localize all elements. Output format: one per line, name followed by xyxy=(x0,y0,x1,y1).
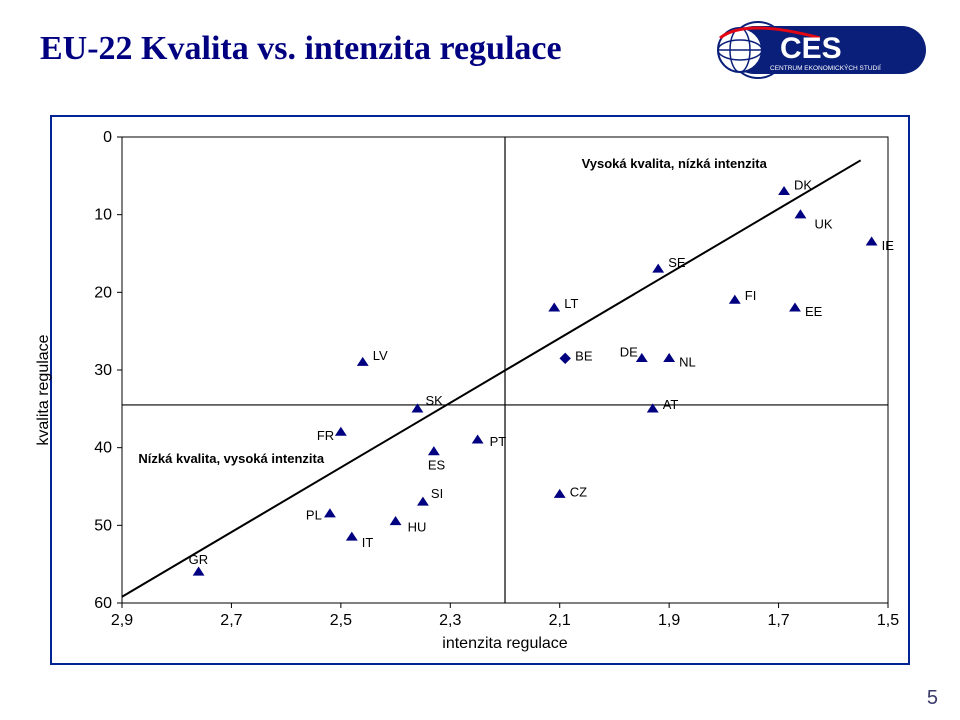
data-point xyxy=(336,428,346,436)
point-label: IT xyxy=(362,535,374,550)
point-label: ES xyxy=(428,458,446,473)
data-point xyxy=(429,447,439,455)
point-label: GR xyxy=(189,552,209,567)
x-axis-title: intenzita regulace xyxy=(442,635,568,652)
point-label: PL xyxy=(306,508,322,523)
logo-brand: CES xyxy=(780,32,842,65)
x-tick-label: 2,1 xyxy=(549,612,571,629)
data-point xyxy=(347,532,357,540)
point-label: SE xyxy=(668,255,686,270)
point-label: SI xyxy=(431,486,443,501)
scatter-chart: 0 10 20 30 40 50 602,9 2,7 2,5 2,3 2,1 1,9 1,7 1,5 int… xyxy=(52,117,908,663)
data-point xyxy=(358,358,368,366)
point-label: EE xyxy=(805,304,823,319)
x-tick-label: 1,7 xyxy=(767,612,789,629)
data-point xyxy=(473,435,483,443)
y-tick-label: 60 xyxy=(94,595,112,612)
page-title: EU-22 Kvalita vs. intenzita regulace xyxy=(40,30,562,68)
slide: EU-22 Kvalita vs. intenzita regulace CES… xyxy=(0,0,960,720)
x-tick-label: 2,3 xyxy=(439,612,461,629)
point-label: SK xyxy=(425,393,443,408)
data-point xyxy=(549,303,559,311)
point-label: LT xyxy=(564,296,578,311)
point-label: UK xyxy=(814,217,832,232)
y-tick-label: 10 xyxy=(94,207,112,224)
data-point xyxy=(418,498,428,506)
data-point xyxy=(795,210,805,218)
data-point xyxy=(194,567,204,575)
y-tick-label: 0 xyxy=(103,129,112,146)
x-tick-label: 2,7 xyxy=(220,612,242,629)
ces-logo: CES CENTRUM EKONOMICKÝCH STUDIÍ xyxy=(670,20,930,80)
trendline xyxy=(122,160,861,596)
x-tick-label: 1,5 xyxy=(877,612,899,629)
x-tick-label: 2,5 xyxy=(330,612,352,629)
data-point xyxy=(560,353,570,363)
point-label: DK xyxy=(794,177,812,192)
y-axis-title: kvalita regulace xyxy=(35,334,53,445)
point-label: AT xyxy=(663,397,679,412)
quadrant-label-bottom-left: Nízká kvalita, vysoká intenzita xyxy=(138,451,324,466)
quadrant-label-top-right: Vysoká kvalita, nízká intenzita xyxy=(582,156,768,171)
x-tick-label: 2,9 xyxy=(111,612,133,629)
y-tick-label: 50 xyxy=(94,517,112,534)
data-point xyxy=(325,509,335,517)
data-point xyxy=(867,237,877,245)
point-label: IE xyxy=(882,238,895,253)
x-tick-label: 1,9 xyxy=(658,612,680,629)
data-point xyxy=(664,354,674,362)
data-point xyxy=(653,265,663,273)
data-point xyxy=(637,354,647,362)
data-point xyxy=(790,303,800,311)
data-point xyxy=(779,187,789,195)
point-label: NL xyxy=(679,354,696,369)
data-point xyxy=(555,490,565,498)
data-point xyxy=(391,517,401,525)
point-label: CZ xyxy=(570,484,587,499)
chart-container: kvalita regulace 01020304050602,92,72,52… xyxy=(50,115,910,665)
point-label: LV xyxy=(373,348,388,363)
point-label: HU xyxy=(408,519,427,534)
y-tick-label: 20 xyxy=(94,284,112,301)
point-label: DE xyxy=(620,344,638,359)
point-label: BE xyxy=(575,348,593,363)
point-label: PT xyxy=(490,434,507,449)
point-label: FR xyxy=(317,428,334,443)
y-tick-label: 40 xyxy=(94,440,112,457)
logo-tagline: CENTRUM EKONOMICKÝCH STUDIÍ xyxy=(770,63,881,72)
y-tick-label: 30 xyxy=(94,362,112,379)
point-label: FI xyxy=(745,288,757,303)
data-point xyxy=(730,296,740,304)
page-number: 5 xyxy=(927,687,938,710)
